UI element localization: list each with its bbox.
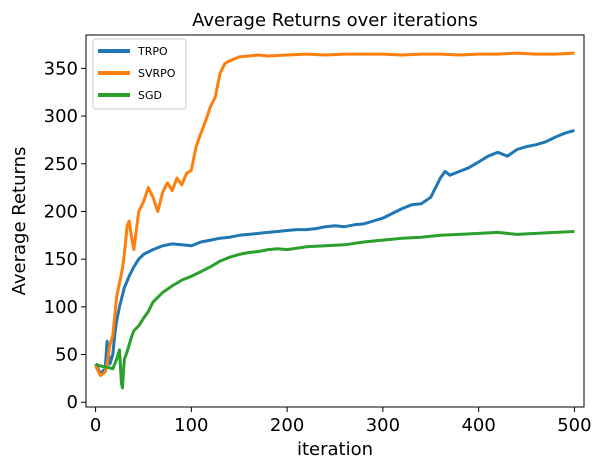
y-tick-label: 300: [44, 106, 78, 127]
x-axis-label: iteration: [297, 439, 373, 460]
x-tick-label: 300: [366, 415, 400, 436]
y-tick-label: 350: [44, 58, 78, 79]
legend-label-sgd: SGD: [138, 89, 162, 102]
y-tick-label: 0: [67, 392, 78, 413]
legend-label-trpo: TRPO: [137, 45, 168, 58]
y-axis-label: Average Returns: [9, 147, 30, 296]
series-line-svrpo: [94, 51, 575, 377]
series-layer: [94, 51, 575, 390]
x-axis-ticks: 0 100 200 300 400 500: [90, 407, 592, 436]
x-tick-label: 0: [90, 415, 101, 436]
series-line-trpo: [94, 128, 575, 376]
legend-label-svrpo: SVRPO: [138, 67, 176, 80]
y-axis-ticks: 0 50 100 150 200 250 300 350: [44, 58, 86, 413]
x-tick-label: 500: [557, 415, 591, 436]
legend: TRPO SVRPO SGD: [92, 38, 187, 110]
x-tick-label: 400: [461, 415, 495, 436]
y-tick-label: 50: [55, 345, 78, 366]
series-line-sgd: [95, 230, 575, 390]
chart-title: Average Returns over iterations: [192, 10, 478, 31]
y-tick-label: 200: [44, 201, 78, 222]
x-tick-label: 100: [174, 415, 208, 436]
plot-frame: [85, 34, 585, 408]
y-tick-label: 250: [44, 154, 78, 175]
y-tick-label: 150: [44, 249, 78, 270]
x-tick-label: 200: [270, 415, 304, 436]
y-tick-label: 100: [44, 297, 78, 318]
